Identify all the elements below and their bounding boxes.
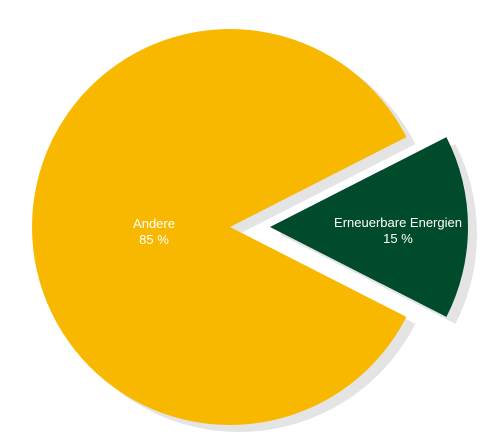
pie-slice-andere bbox=[32, 28, 407, 425]
pie-slice-erneuerbare-energien bbox=[270, 137, 469, 317]
pie-slices bbox=[32, 28, 469, 425]
